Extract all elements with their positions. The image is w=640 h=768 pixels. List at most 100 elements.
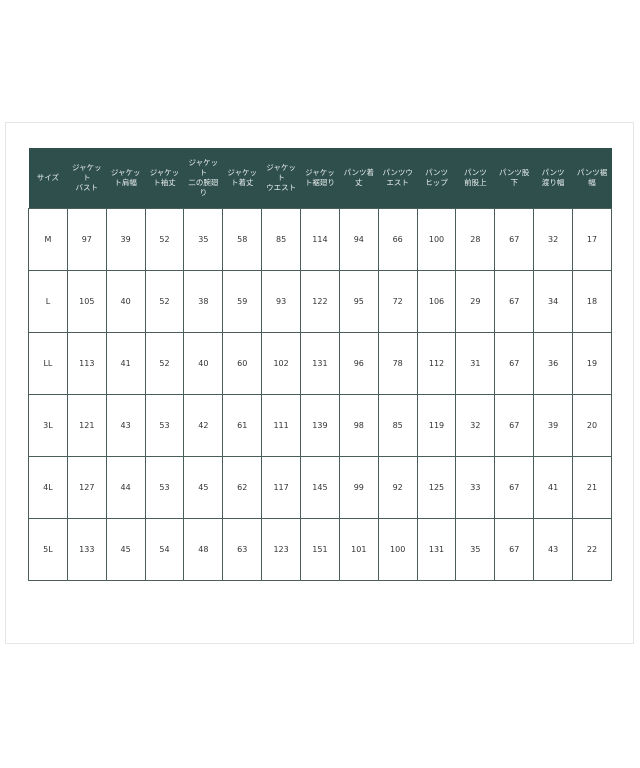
table-cell: 53 [144, 394, 185, 457]
table-cell: 48 [183, 518, 224, 581]
table-cell: 112 [416, 332, 457, 395]
table-cell: 41 [533, 456, 574, 519]
column-header: パンツ 前股上 [455, 148, 495, 209]
table-cell: 102 [261, 332, 302, 395]
column-header: パンツ ヒップ [417, 148, 456, 209]
table-cell: 58 [222, 208, 263, 271]
table-cell: 145 [300, 456, 340, 519]
table-cell: 131 [416, 518, 457, 581]
table-cell: 94 [338, 208, 379, 271]
table-cell: 43 [105, 394, 146, 457]
table-cell: 113 [66, 332, 107, 395]
table-cell: 98 [338, 394, 379, 457]
column-header: ジャケッ ト着丈 [222, 148, 262, 209]
table-cell: 21 [572, 456, 612, 519]
table-cell: 119 [416, 394, 457, 457]
table-cell: 122 [300, 270, 340, 333]
size-chart-table: サイズ ジャケット バスト ジャケッ ト肩幅 ジャケッ ト袖丈 ジャケット 二の腕廻り ジャケット… [28, 148, 612, 581]
table-cell: 95 [338, 270, 379, 333]
table-cell: 17 [572, 208, 612, 271]
column-header: ジャケット 二の腕廻り [183, 148, 223, 209]
table-cell: 67 [494, 270, 535, 333]
table-cell: 22 [572, 518, 612, 581]
table-cell: 44 [105, 456, 146, 519]
table-cell: 35 [183, 208, 224, 271]
table-cell: 111 [261, 394, 302, 457]
table-cell: 38 [183, 270, 224, 333]
column-header: ジャケット ウエスト [261, 148, 301, 209]
table-cell: 78 [377, 332, 418, 395]
table-cell: 33 [455, 456, 496, 519]
table-cell: 36 [533, 332, 574, 395]
table-cell: 59 [222, 270, 263, 333]
column-header: パンツウ エスト [378, 148, 418, 209]
table-cell: 97 [66, 208, 107, 271]
table-cell: 72 [377, 270, 418, 333]
table-cell: 92 [377, 456, 418, 519]
table-cell: 117 [261, 456, 302, 519]
table-cell: 28 [455, 208, 496, 271]
table-cell: 41 [105, 332, 146, 395]
table-cell: 101 [338, 518, 379, 581]
table-cell: 60 [222, 332, 263, 395]
table-cell: 93 [261, 270, 302, 333]
table-cell: 52 [144, 270, 185, 333]
table-cell: 63 [222, 518, 263, 581]
table-row: LL 113 41 52 40 60 102 131 96 78 112 31 67 36 19 [28, 332, 612, 395]
size-chart-card [5, 122, 634, 644]
table-cell: 123 [261, 518, 302, 581]
table-cell: 62 [222, 456, 263, 519]
table-cell: 18 [572, 270, 612, 333]
table-cell: 67 [494, 518, 535, 581]
column-header: ジャケッ ト裾廻り [300, 148, 340, 209]
table-cell: 42 [183, 394, 224, 457]
table-cell: 20 [572, 394, 612, 457]
table-cell: 29 [455, 270, 496, 333]
table-cell: 100 [416, 208, 457, 271]
table-cell: 5L [28, 518, 68, 581]
table-cell: 85 [261, 208, 302, 271]
table-cell: 3L [28, 394, 68, 457]
table-cell: 53 [144, 456, 185, 519]
table-cell: 39 [533, 394, 574, 457]
table-cell: 127 [66, 456, 107, 519]
table-cell: 40 [105, 270, 146, 333]
table-cell: 133 [66, 518, 107, 581]
column-header: パンツ着丈 [339, 148, 379, 209]
table-cell: 67 [494, 394, 535, 457]
table-row: L 105 40 52 38 59 93 122 95 72 106 29 67 34 18 [28, 270, 612, 333]
table-row: 3L 121 43 53 42 61 111 139 98 85 119 32 67 39 20 [28, 394, 612, 457]
table-cell: 45 [105, 518, 146, 581]
table-cell: 99 [338, 456, 379, 519]
table-row: 4L 127 44 53 45 62 117 145 99 92 125 33 67 41 21 [28, 456, 612, 519]
table-cell: 67 [494, 208, 535, 271]
column-header: パンツ股下 [494, 148, 534, 209]
table-cell: LL [28, 332, 68, 395]
table-cell: 125 [416, 456, 457, 519]
table-row: M 97 39 52 35 58 85 114 94 66 100 28 67 32 17 [28, 208, 612, 271]
table-cell: 4L [28, 456, 68, 519]
column-header: パンツ 渡り幅 [533, 148, 573, 209]
table-cell: 151 [300, 518, 340, 581]
table-cell: 43 [533, 518, 574, 581]
column-header: サイズ [28, 148, 68, 209]
table-cell: 31 [455, 332, 496, 395]
column-header: ジャケッ ト袖丈 [145, 148, 184, 209]
table-cell: 96 [338, 332, 379, 395]
table-cell: 85 [377, 394, 418, 457]
table-cell: 45 [183, 456, 224, 519]
table-cell: L [28, 270, 68, 333]
table-cell: 39 [105, 208, 146, 271]
column-header: パンツ裾幅 [572, 148, 612, 209]
table-cell: 114 [300, 208, 340, 271]
table-cell: 40 [183, 332, 224, 395]
header-row: サイズ ジャケット バスト ジャケッ ト肩幅 ジャケッ ト袖丈 ジャケット 二の腕廻り ジャケット… [28, 148, 612, 209]
table-cell: 121 [66, 394, 107, 457]
table-cell: 52 [144, 332, 185, 395]
table-cell: 131 [300, 332, 340, 395]
table-cell: 139 [300, 394, 340, 457]
table-row: 5L 133 45 54 48 63 123 151 101 100 131 35 67 43 22 [28, 518, 612, 581]
table-cell: 35 [455, 518, 496, 581]
table-cell: 52 [144, 208, 185, 271]
table-cell: 32 [533, 208, 574, 271]
